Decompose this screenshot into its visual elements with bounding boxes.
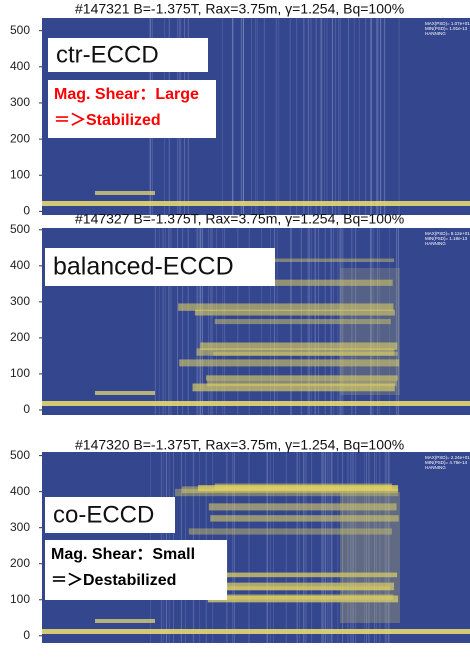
psd-note: MAX(PSD)= 1.07e+01 (425, 21, 470, 26)
y-tick-label: 400 (10, 484, 30, 498)
psd-note: HANNING (425, 31, 446, 36)
label-box (48, 38, 208, 72)
label-box (45, 248, 275, 286)
texture-band (214, 319, 391, 325)
y-tick-label: 500 (10, 23, 30, 37)
texture-band (207, 595, 399, 603)
texture-band (194, 309, 395, 316)
annotation-box (48, 80, 216, 138)
y-tick-label: 300 (10, 520, 30, 534)
y-tick-label: 500 (10, 222, 30, 236)
annotation: Mag. Shear：Large (54, 86, 199, 103)
panel-label: balanced-ECCD (53, 253, 234, 281)
texture-block (340, 268, 400, 395)
annotation: ＝＞Stabilized (54, 112, 161, 129)
y-tick-label: 100 (10, 167, 30, 181)
texture-band (188, 528, 393, 535)
annotation: ＝＞Destabilized (51, 572, 176, 589)
texture-band (198, 485, 399, 492)
chart-title: #147321 B=-1.375T, Rax=3.75m, γ=1.254, B… (75, 1, 404, 17)
texture-bottom (42, 629, 470, 634)
annotation: Mag. Shear：Small (51, 546, 195, 563)
y-tick-label: 400 (10, 258, 30, 272)
texture-band (179, 359, 400, 367)
texture-bottom (95, 391, 155, 395)
panel-label: ctr-ECCD (56, 41, 159, 68)
texture-bottom (95, 619, 155, 623)
psd-note: MIN(PSD)= 1.18e-13 (425, 236, 468, 241)
y-tick-label: 300 (10, 294, 30, 308)
psd-note: MIN(PSD)= 1.91e-13 (425, 26, 468, 31)
texture-bottom (42, 401, 470, 406)
psd-note: MAX(PSD)= 2.24e+01 (425, 455, 470, 460)
y-tick-label: 0 (23, 402, 30, 416)
y-tick-label: 0 (23, 204, 30, 218)
texture-band (175, 488, 399, 497)
annotation-box (45, 540, 227, 600)
label-box (45, 497, 175, 533)
texture-block (340, 492, 400, 623)
texture-bottom (95, 191, 155, 195)
texture-band (175, 258, 395, 262)
texture-band (210, 515, 399, 522)
texture-band (208, 503, 397, 511)
y-tick-label: 300 (10, 95, 30, 109)
texture-band (208, 586, 391, 591)
psd-note: HANNING (425, 465, 446, 470)
y-tick-label: 200 (10, 131, 30, 145)
texture-band (178, 279, 393, 286)
psd-note: MIN(PSD)= 4.79e-14 (425, 460, 468, 465)
y-tick-label: 400 (10, 59, 30, 73)
texture-band (207, 380, 397, 387)
texture-bottom (42, 201, 470, 206)
chart-title: #147320 B=-1.375T, Rax=3.75m, γ=1.254, B… (75, 437, 404, 453)
texture-band (187, 582, 395, 591)
psd-note: MAX(PSD)= 8.12e+01 (425, 231, 470, 236)
texture-band (206, 375, 398, 381)
texture-band (192, 383, 395, 392)
texture-band (200, 342, 398, 350)
y-tick-label: 0 (23, 628, 30, 642)
texture-band (178, 303, 394, 311)
y-tick-label: 200 (10, 556, 30, 570)
y-tick-label: 500 (10, 448, 30, 462)
y-tick-label: 100 (10, 592, 30, 606)
y-tick-label: 200 (10, 330, 30, 344)
y-tick-label: 100 (10, 366, 30, 380)
texture-band (196, 348, 395, 356)
psd-note: HANNING (425, 241, 446, 246)
panel-label: co-ECCD (53, 501, 154, 528)
chart-title: #147327 B=-1.375T, Rax=3.75m, γ=1.254, B… (75, 211, 404, 227)
texture-band (186, 572, 398, 578)
